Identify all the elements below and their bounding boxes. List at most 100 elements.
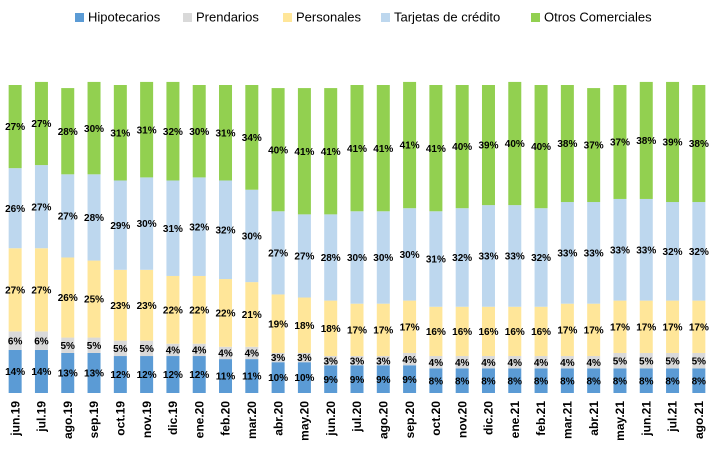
bar-segment <box>481 368 495 393</box>
x-tick-label: ene.21 <box>508 401 522 439</box>
data-label: 17% <box>689 322 709 333</box>
data-label: 37% <box>610 138 630 149</box>
data-label: 37% <box>584 141 604 152</box>
data-label: 8% <box>613 376 628 387</box>
data-label: 5% <box>665 356 680 367</box>
bar-segment <box>34 248 48 332</box>
bar-segment <box>666 300 680 353</box>
bar-segment <box>34 81 48 166</box>
bar-segment <box>587 202 601 304</box>
bar-segment <box>587 303 601 357</box>
data-label: 33% <box>610 245 630 256</box>
data-label: 14% <box>31 367 51 378</box>
x-tick-label: nov.19 <box>140 401 154 438</box>
bar-segment <box>481 205 495 307</box>
data-label: 8% <box>639 376 654 387</box>
data-label: 21% <box>242 310 262 321</box>
data-label: 8% <box>508 376 523 387</box>
data-label: 32% <box>189 222 209 233</box>
bar-segment <box>403 300 417 353</box>
bar-segment <box>140 356 154 393</box>
bar-segment <box>271 88 285 212</box>
data-label: 8% <box>481 376 496 387</box>
bar-segment <box>692 300 706 353</box>
bar-segment <box>140 177 154 270</box>
bar-segment <box>692 352 706 369</box>
bar-segment <box>639 368 653 393</box>
data-label: 30% <box>400 250 420 261</box>
bar-segment <box>34 165 48 249</box>
bar-segment <box>534 85 548 209</box>
data-label: 38% <box>636 136 656 147</box>
data-label: 16% <box>505 327 525 338</box>
x-tick-label: jun.21 <box>639 401 653 437</box>
bar-segment <box>34 331 48 350</box>
bar-segment <box>140 269 154 341</box>
bar-segment <box>639 198 653 301</box>
data-label: 41% <box>426 144 446 155</box>
x-tick-label: mar.20 <box>245 401 259 439</box>
bar-segment <box>113 356 127 393</box>
data-label: 8% <box>560 376 575 387</box>
data-label: 17% <box>610 322 630 333</box>
x-tick-label: feb.20 <box>219 401 233 436</box>
data-label: 3% <box>376 356 391 367</box>
data-label: 32% <box>216 225 236 236</box>
bar-segment <box>403 81 417 209</box>
x-tick-label: dic.19 <box>166 401 180 435</box>
bar-segment <box>534 306 548 357</box>
data-label: 27% <box>5 122 25 133</box>
bar-segment <box>245 359 259 393</box>
data-label: 9% <box>350 375 365 386</box>
data-label: 28% <box>84 213 104 224</box>
data-label: 16% <box>452 327 472 338</box>
data-label: 28% <box>58 127 78 138</box>
bar-segment <box>508 205 522 307</box>
bar-segment <box>271 362 285 393</box>
bar-segment <box>613 352 627 369</box>
bar-segment <box>8 85 22 169</box>
bar-segment <box>455 85 469 209</box>
bar-segment <box>560 202 574 304</box>
data-label: 12% <box>110 370 130 381</box>
bar-segment <box>376 85 390 212</box>
data-label: 4% <box>481 358 496 369</box>
data-label: 17% <box>400 322 420 333</box>
bar-segment <box>481 85 495 206</box>
data-label: 4% <box>455 358 470 369</box>
data-label: 5% <box>87 341 102 352</box>
bar-segment <box>376 356 390 366</box>
data-label: 40% <box>531 142 551 153</box>
bar-segment <box>61 257 75 338</box>
data-label: 40% <box>505 139 525 150</box>
data-label: 33% <box>478 252 498 263</box>
bar-segment <box>508 306 522 357</box>
data-label: 29% <box>110 221 130 232</box>
bar-segment <box>297 352 311 363</box>
bar-segment <box>87 174 101 261</box>
bar-segment <box>87 337 101 353</box>
bar-segment <box>403 352 417 366</box>
data-label: 4% <box>429 358 444 369</box>
data-label: 8% <box>586 376 601 387</box>
bar-segment <box>245 282 259 347</box>
data-label: 27% <box>31 119 51 130</box>
bar-segment <box>403 365 417 393</box>
x-tick-label: oct.19 <box>114 401 128 436</box>
data-label: 32% <box>163 127 183 138</box>
x-tick-label: jul.19 <box>35 401 49 433</box>
x-tick-label: jul.21 <box>666 401 680 433</box>
data-label: 10% <box>268 373 288 384</box>
data-label: 5% <box>692 356 707 367</box>
data-label: 27% <box>31 285 51 296</box>
bar-segment <box>429 85 443 212</box>
data-label: 4% <box>586 358 601 369</box>
data-label: 33% <box>557 249 577 260</box>
bar-segment <box>560 85 574 203</box>
data-label: 30% <box>373 253 393 264</box>
x-tick-label: ago.19 <box>61 401 75 439</box>
data-label: 17% <box>347 326 367 337</box>
bar-segment <box>166 356 180 393</box>
bar-segment <box>455 208 469 307</box>
data-label: 26% <box>5 204 25 215</box>
